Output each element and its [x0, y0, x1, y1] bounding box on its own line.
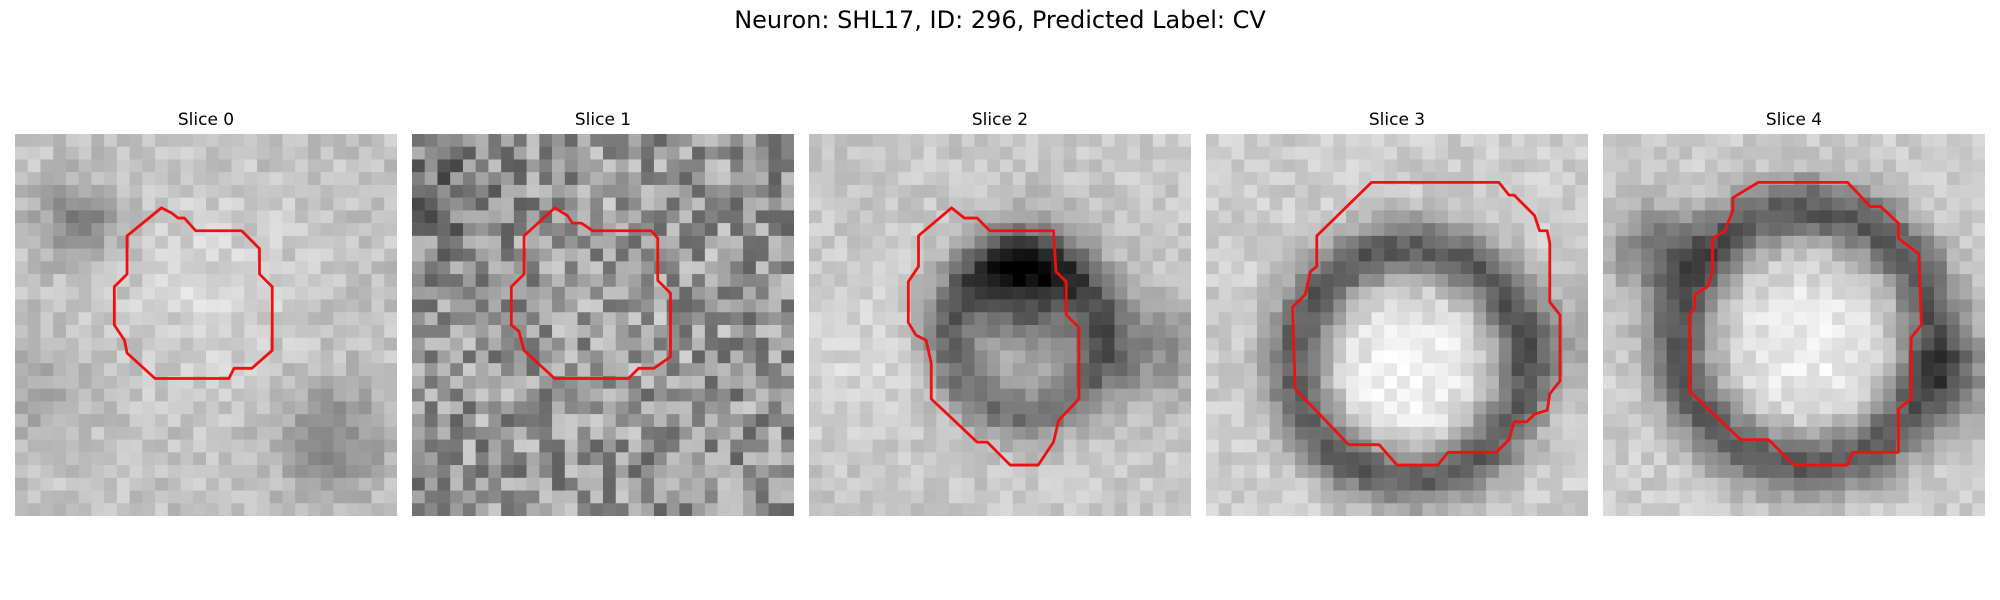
roi-outline: [509, 206, 672, 380]
slice-title-2: Slice 2: [971, 110, 1029, 130]
roi-outline: [1291, 180, 1562, 467]
slice-panel-4: Slice 4: [1603, 108, 1985, 516]
slice-panel-1: Slice 1: [412, 108, 794, 516]
slice-title-0: Slice 0: [177, 110, 235, 130]
slice-image-0: [15, 134, 397, 516]
slice-title-1: Slice 1: [574, 110, 632, 130]
roi-outline: [1688, 180, 1923, 467]
slice-image-3: [1206, 134, 1588, 516]
slice-panel-0: Slice 0: [15, 108, 397, 516]
slice-image-1: [412, 134, 794, 516]
slice-title-4: Slice 4: [1765, 110, 1823, 130]
slice-panel-2: Slice 2: [809, 108, 1191, 516]
slice-panel-3: Slice 3: [1206, 108, 1588, 516]
slice-image-4: [1603, 134, 1985, 516]
roi-outline: [112, 206, 274, 380]
slice-title-3: Slice 3: [1368, 110, 1426, 130]
figure-title: Neuron: SHL17, ID: 296, Predicted Label:…: [734, 6, 1266, 34]
slice-image-2: [809, 134, 1191, 516]
roi-outline: [906, 206, 1081, 467]
